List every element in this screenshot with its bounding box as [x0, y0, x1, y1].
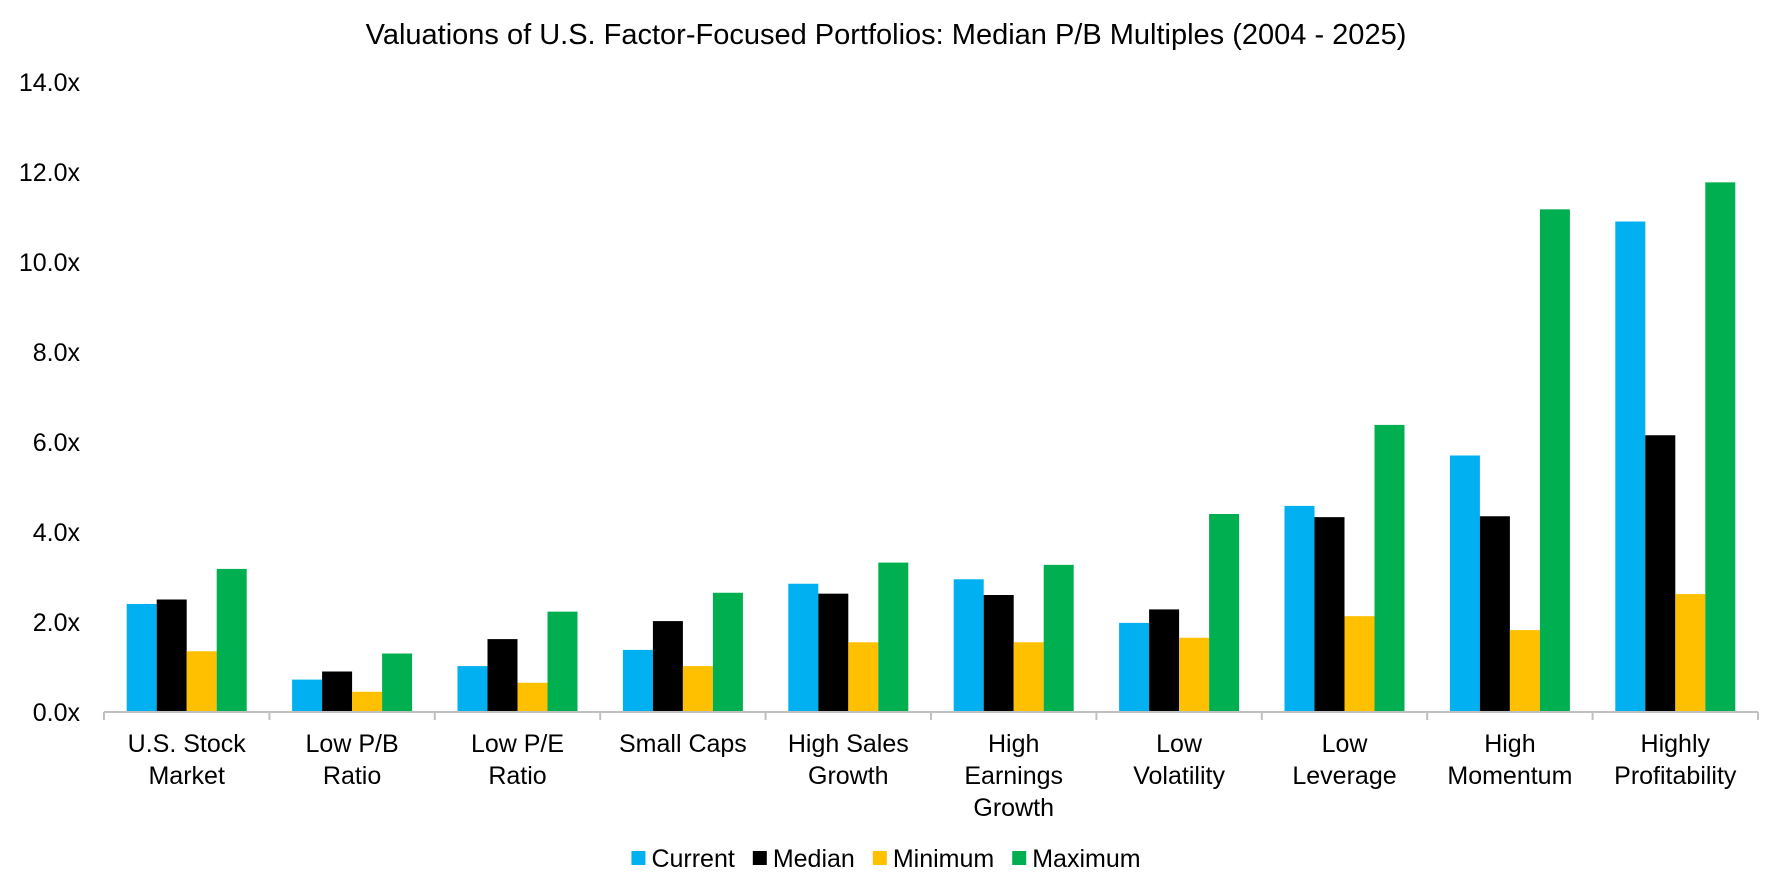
legend-label: Current [651, 845, 734, 873]
x-category-label: Low P/B Ratio [306, 730, 399, 790]
x-axis: U.S. Stock Market Low P/B Ratio Low P/E Ratio… [103, 711, 1759, 822]
x-category-label-line: High Sales [788, 730, 909, 758]
legend-label: Minimum [893, 845, 994, 873]
y-tick-label: 8.0x [33, 339, 81, 367]
bar-median [156, 599, 187, 712]
legend: Current Median Minimum Maximum [631, 845, 1141, 873]
y-tick-label: 4.0x [33, 519, 81, 547]
bar-minimum [517, 682, 548, 712]
bar-current [1615, 221, 1646, 712]
bar-minimum [352, 691, 383, 712]
x-category-label-line: Low [1322, 730, 1369, 758]
bar-maximum [216, 568, 247, 712]
x-category-label-line: High [1484, 730, 1535, 758]
y-axis: 0.0x 2.0x 4.0x 6.0x 8.0x 10.0x 12.0x 14.0x [19, 69, 81, 727]
bar-maximum [1539, 209, 1570, 712]
bar-current [126, 604, 157, 712]
x-category-label-line: Small Caps [619, 730, 747, 758]
y-tick-label: 2.0x [33, 609, 81, 637]
bar-median [322, 671, 353, 712]
bar-current [1119, 622, 1150, 712]
y-tick-label: 14.0x [19, 69, 81, 97]
x-category-label: Low P/E Ratio [471, 730, 564, 790]
legend-item-minimum: Minimum [872, 845, 994, 873]
bar-median [818, 593, 849, 712]
bar-maximum [547, 611, 578, 712]
legend-swatch [752, 851, 767, 865]
bar-minimum [1675, 594, 1706, 712]
x-category-label: Small Caps [619, 730, 747, 758]
x-category-label-line: Ratio [323, 762, 381, 790]
x-category-label-line: Ratio [488, 762, 546, 790]
bar-maximum [712, 592, 743, 712]
legend-item-median: Median [752, 845, 855, 873]
legend-swatch [631, 851, 646, 865]
bar-current [788, 583, 819, 712]
bar-maximum [1374, 424, 1405, 712]
bar-minimum [682, 666, 713, 712]
bar-current [953, 579, 984, 712]
bar-maximum [1705, 182, 1736, 713]
x-category-label: High Sales Growth [788, 730, 909, 790]
x-category-label-line: Low [1156, 730, 1203, 758]
legend-swatch [1012, 851, 1027, 865]
x-category-label: U.S. Stock Market [128, 730, 247, 790]
chart-title: Valuations of U.S. Factor-Focused Portfo… [366, 19, 1407, 51]
x-category-label-line: Growth [973, 794, 1054, 822]
x-category-label: High Earnings Growth [964, 730, 1063, 822]
bar-median [1314, 517, 1345, 712]
x-category-label: Highly Profitability [1614, 730, 1737, 790]
bar-current [1449, 455, 1480, 712]
legend-label: Median [773, 845, 855, 873]
bar-maximum [1209, 514, 1240, 712]
bar-minimum [848, 642, 879, 712]
legend-item-maximum: Maximum [1012, 845, 1141, 873]
x-category-label-line: Highly [1641, 730, 1711, 758]
legend-swatch [872, 851, 887, 865]
bar-median [1645, 435, 1676, 712]
x-category-label-line: Earnings [964, 762, 1063, 790]
x-category-label-line: Profitability [1614, 762, 1737, 790]
x-category-label-line: High [988, 730, 1039, 758]
bar-maximum [1043, 564, 1074, 712]
y-tick-label: 12.0x [19, 159, 81, 187]
x-category-label-line: Momentum [1447, 762, 1572, 790]
bar-series-group [126, 182, 1736, 713]
x-category-label-line: Leverage [1292, 762, 1396, 790]
x-category-label-line: Volatility [1133, 762, 1225, 790]
x-category-label: Low Leverage [1292, 730, 1396, 790]
bar-current [1284, 505, 1315, 712]
x-category-label-line: Market [148, 762, 224, 790]
bar-current [457, 666, 488, 712]
bar-minimum [1179, 637, 1210, 712]
bar-minimum [1509, 630, 1540, 712]
bar-median [487, 639, 518, 712]
legend-item-current: Current [631, 845, 735, 873]
x-category-label-line: Low P/E [471, 730, 564, 758]
bar-median [1479, 516, 1510, 712]
bar-median [1149, 609, 1180, 712]
bar-maximum [878, 562, 909, 712]
x-category-label-line: Low P/B [306, 730, 399, 758]
bar-current [622, 649, 653, 712]
bar-current [292, 679, 323, 712]
bar-median [652, 621, 683, 712]
bar-median [983, 595, 1014, 712]
x-category-label: High Momentum [1447, 730, 1572, 790]
bar-minimum [186, 651, 217, 712]
y-tick-label: 6.0x [33, 429, 81, 457]
legend-label: Maximum [1032, 845, 1140, 873]
bar-minimum [1344, 616, 1375, 712]
x-category-label-line: Growth [808, 762, 889, 790]
bar-minimum [1013, 642, 1044, 712]
bar-maximum [382, 653, 413, 712]
y-tick-label: 10.0x [19, 249, 81, 277]
x-category-label: Low Volatility [1133, 730, 1225, 790]
x-category-label-line: U.S. Stock [128, 730, 247, 758]
y-tick-label: 0.0x [33, 699, 81, 727]
